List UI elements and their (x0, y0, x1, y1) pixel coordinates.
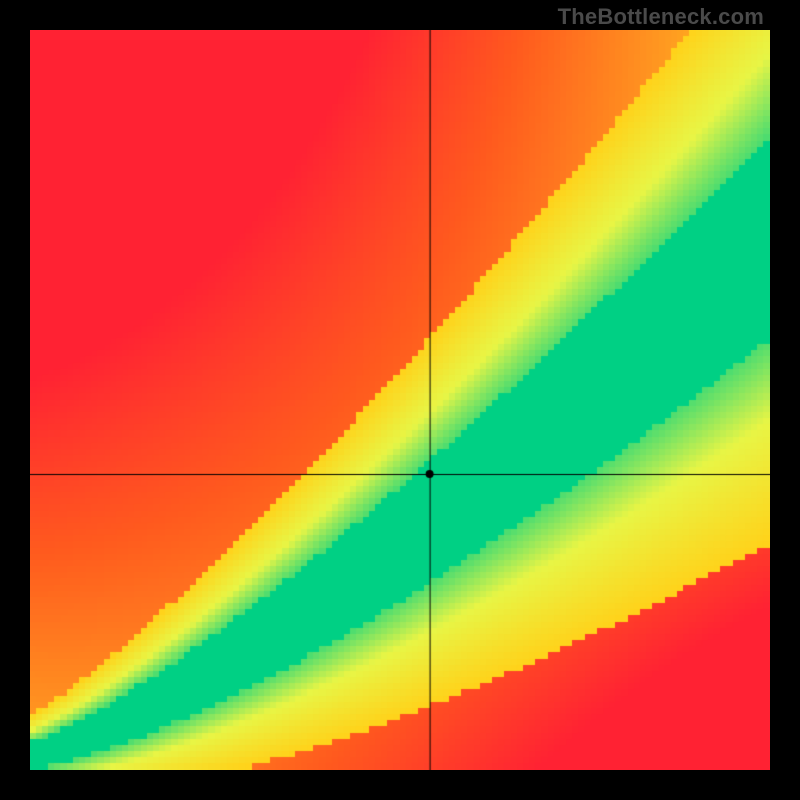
bottleneck-heatmap (30, 30, 770, 770)
watermark-text: TheBottleneck.com (558, 4, 764, 30)
